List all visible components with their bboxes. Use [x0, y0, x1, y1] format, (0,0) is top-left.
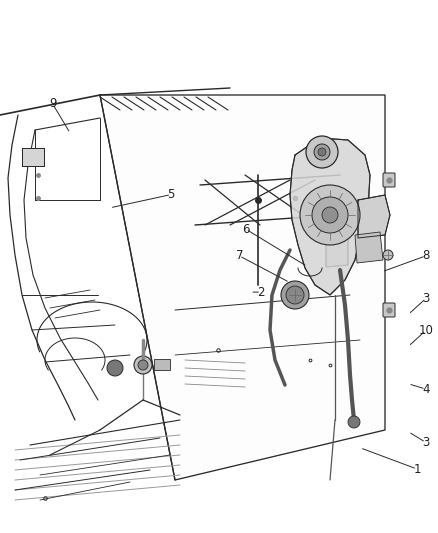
Circle shape — [299, 185, 359, 245]
Polygon shape — [354, 232, 382, 263]
Circle shape — [107, 360, 123, 376]
Text: 10: 10 — [417, 324, 432, 337]
Text: 9: 9 — [49, 98, 57, 110]
Circle shape — [285, 286, 303, 304]
Text: 2: 2 — [257, 286, 265, 298]
FancyBboxPatch shape — [154, 359, 170, 370]
Polygon shape — [100, 95, 384, 480]
Text: 6: 6 — [241, 223, 249, 236]
Circle shape — [347, 416, 359, 428]
Text: 1: 1 — [412, 463, 420, 475]
Circle shape — [317, 148, 325, 156]
Circle shape — [280, 281, 308, 309]
Text: 8: 8 — [421, 249, 428, 262]
Polygon shape — [22, 148, 44, 166]
Text: 3: 3 — [421, 436, 428, 449]
Circle shape — [382, 250, 392, 260]
Text: 3: 3 — [421, 292, 428, 305]
Text: 4: 4 — [421, 383, 429, 395]
FancyBboxPatch shape — [382, 303, 394, 317]
Circle shape — [321, 207, 337, 223]
Circle shape — [305, 136, 337, 168]
Circle shape — [138, 360, 148, 370]
Circle shape — [313, 144, 329, 160]
Text: 5: 5 — [167, 188, 174, 201]
Circle shape — [311, 197, 347, 233]
FancyBboxPatch shape — [382, 173, 394, 187]
Text: 7: 7 — [235, 249, 243, 262]
Polygon shape — [357, 195, 389, 238]
Polygon shape — [290, 138, 369, 295]
Circle shape — [134, 356, 152, 374]
Polygon shape — [325, 238, 347, 267]
